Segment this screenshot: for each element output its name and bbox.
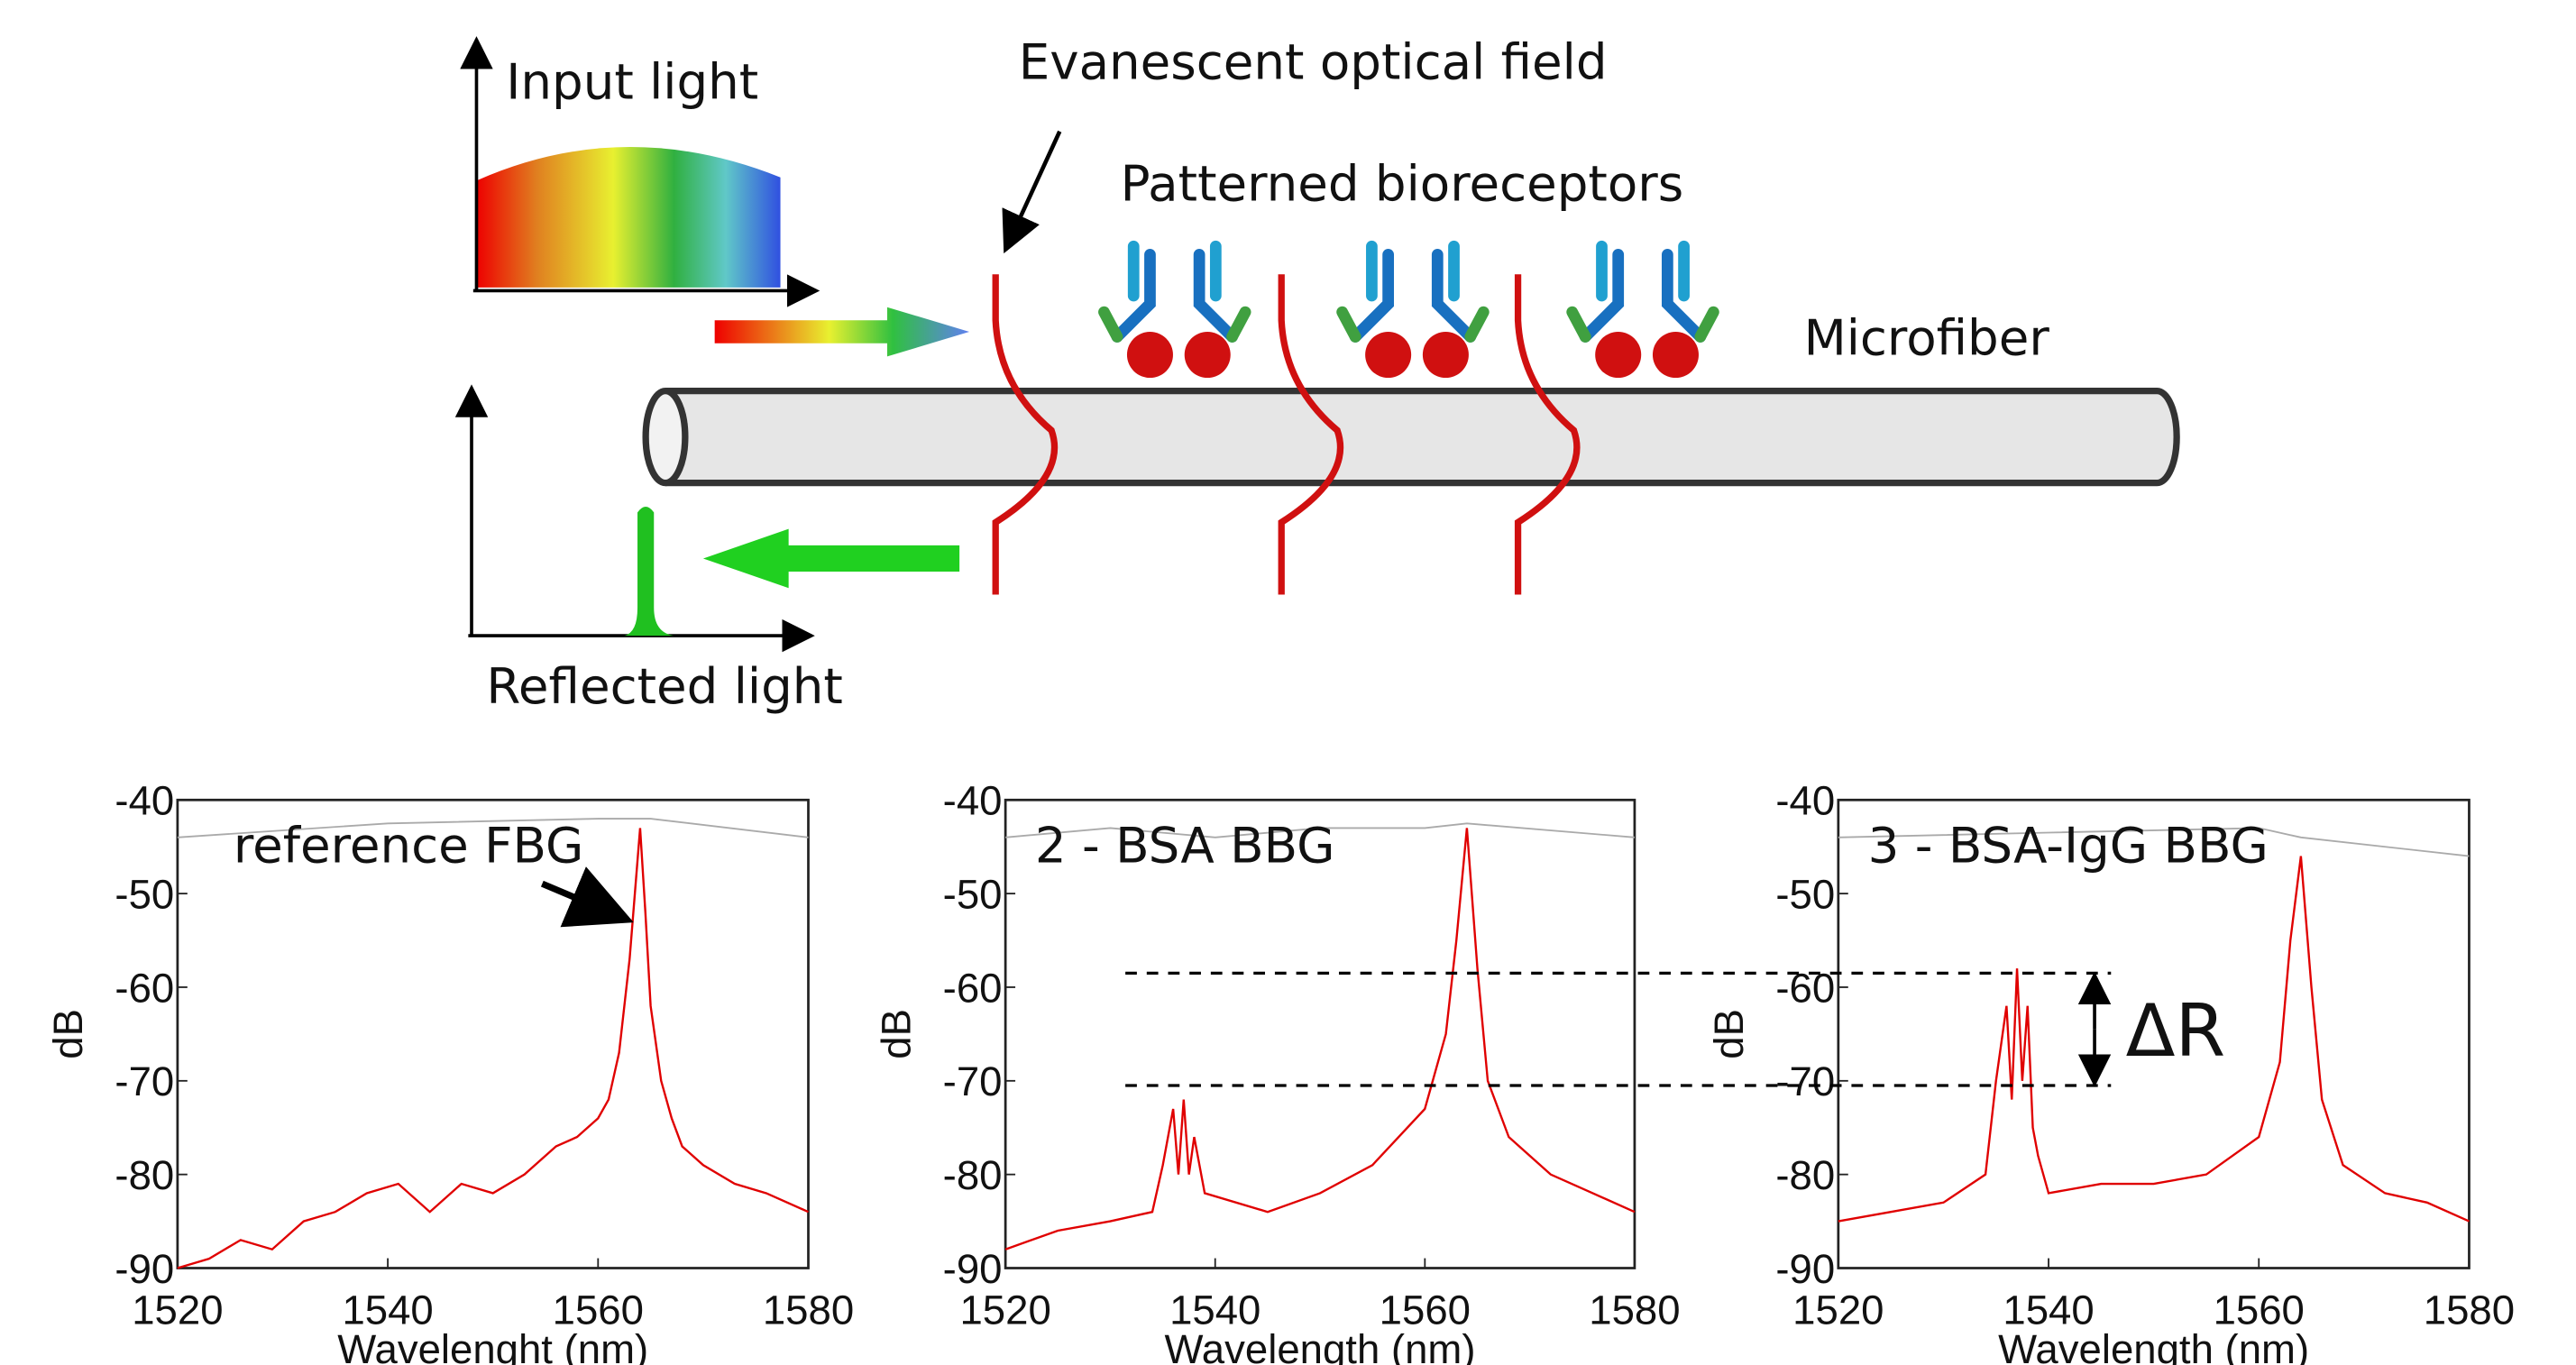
bioreceptors bbox=[1104, 246, 1713, 378]
y-tick-label: -50 bbox=[115, 872, 174, 918]
annotation: reference FBG bbox=[234, 816, 584, 874]
delta-label: ΔR bbox=[2126, 989, 2226, 1073]
y-tick-label: -80 bbox=[115, 1152, 174, 1198]
y-tick-label: -90 bbox=[943, 1246, 1003, 1292]
x-tick-label: 1520 bbox=[959, 1287, 1050, 1333]
arrow bbox=[703, 529, 959, 589]
y-axis-label: dB bbox=[873, 1009, 919, 1059]
y-tick-label: -90 bbox=[115, 1246, 174, 1292]
data-line bbox=[1005, 828, 1635, 1249]
y-axis-label: dB bbox=[45, 1009, 91, 1059]
label: Microfiber bbox=[1804, 309, 2050, 367]
y-tick-label: -50 bbox=[1775, 872, 1835, 918]
y-tick-label: -70 bbox=[943, 1058, 1003, 1104]
annotation: 2 - BSA BBG bbox=[1035, 816, 1335, 874]
microfiber bbox=[665, 391, 2177, 483]
y-tick-label: -70 bbox=[115, 1058, 174, 1104]
x-tick-label: 1520 bbox=[1792, 1287, 1884, 1333]
y-tick-label: -80 bbox=[943, 1152, 1003, 1198]
arrow bbox=[715, 307, 969, 357]
fiber-end bbox=[646, 391, 685, 483]
x-tick-label: 1580 bbox=[763, 1287, 854, 1333]
y-tick-label: -90 bbox=[1775, 1246, 1835, 1292]
y-tick-label: -60 bbox=[1775, 965, 1835, 1011]
input-spectrum bbox=[476, 147, 780, 288]
x-axis-label: Wavelength (nm) bbox=[1998, 1326, 2309, 1365]
pointer bbox=[1005, 132, 1059, 250]
x-tick-label: 1580 bbox=[2424, 1287, 2515, 1333]
figure: Input light Reflected light Evanescent o… bbox=[0, 0, 2576, 1365]
data-line bbox=[178, 828, 809, 1268]
diagram: Input light Reflected light Evanescent o… bbox=[468, 32, 2177, 714]
x-tick-label: 1580 bbox=[1589, 1287, 1680, 1333]
y-tick-label: -40 bbox=[115, 778, 174, 824]
pointer bbox=[542, 884, 628, 920]
label: Reflected light bbox=[486, 657, 842, 715]
y-tick-label: -70 bbox=[1775, 1058, 1835, 1104]
x-axis-label: Wavelength (nm) bbox=[1165, 1326, 1476, 1365]
y-tick-label: -40 bbox=[943, 778, 1003, 824]
y-tick-label: -80 bbox=[1775, 1152, 1835, 1198]
label: Patterned bioreceptors bbox=[1121, 154, 1684, 212]
label: Evanescent optical field bbox=[1019, 32, 1608, 90]
annotation: 3 - BSA-IgG BBG bbox=[1868, 816, 2269, 874]
y-axis-label: dB bbox=[1706, 1009, 1752, 1059]
x-axis-label: Wavelenght (nm) bbox=[337, 1326, 648, 1365]
y-tick-label: -60 bbox=[115, 965, 174, 1011]
label: Input light bbox=[506, 52, 758, 110]
y-tick-label: -50 bbox=[943, 872, 1003, 918]
reflected-peak bbox=[624, 507, 674, 636]
x-tick-label: 1520 bbox=[132, 1287, 223, 1333]
y-tick-label: -60 bbox=[943, 965, 1003, 1011]
y-tick-label: -40 bbox=[1775, 778, 1835, 824]
